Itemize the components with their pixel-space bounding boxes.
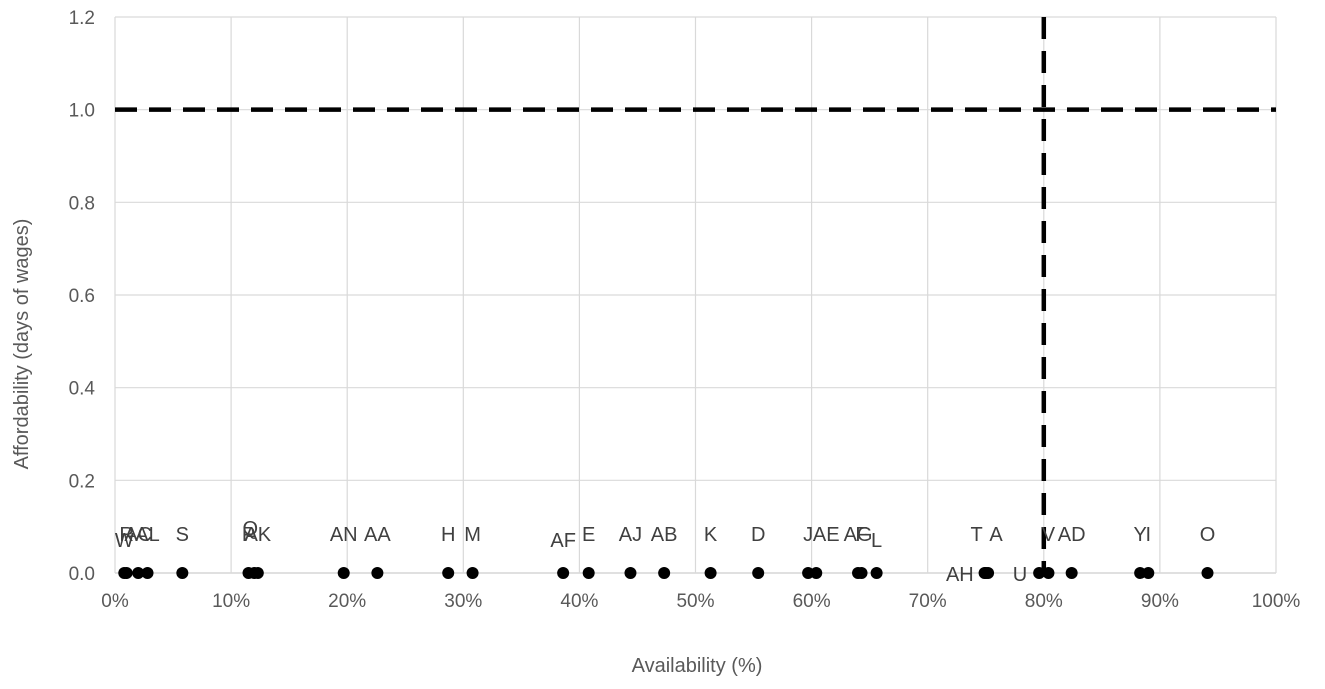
data-point-M (466, 567, 479, 579)
data-point-AD (1065, 567, 1078, 579)
y-tick-label-6: 1.2 (69, 8, 95, 29)
data-point-AB (658, 567, 671, 579)
data-point-U (1033, 567, 1046, 579)
data-point-E (582, 567, 595, 579)
x-tick-label-8: 80% (1025, 591, 1063, 612)
y-tick-label-0: 0.0 (69, 564, 95, 585)
data-label-R: R (119, 524, 133, 546)
data-point-S (176, 567, 189, 579)
data-label-AJ: AJ (619, 524, 642, 546)
data-point-AJ (624, 567, 637, 579)
data-label-K: K (704, 524, 718, 546)
x-tick-label-9: 90% (1141, 591, 1179, 612)
data-label-AG: AG (844, 524, 873, 546)
data-label-H: H (441, 524, 455, 546)
y-axis-title: Affordability (days of wages) (11, 219, 33, 470)
data-label-AC: AC (124, 524, 152, 546)
x-tick-label-10: 100% (1252, 591, 1301, 612)
data-point-I (1142, 567, 1155, 579)
y-tick-label-3: 0.6 (69, 286, 95, 307)
data-point-F (855, 567, 868, 579)
x-tick-label-7: 70% (909, 591, 947, 612)
reference-lines (115, 17, 1276, 573)
x-tick-label-0: 0% (101, 591, 129, 612)
data-label-AB: AB (651, 524, 678, 546)
data-point-AE (810, 567, 823, 579)
data-label-M: M (464, 524, 481, 546)
data-label-AK: AK (244, 524, 271, 546)
data-points (118, 567, 1214, 579)
data-label-A: A (989, 524, 1003, 546)
data-point-D (752, 567, 765, 579)
data-point-L (870, 567, 883, 579)
data-label-Y: Y (1133, 524, 1146, 546)
data-label-AF: AF (550, 530, 576, 552)
data-point-K (704, 567, 717, 579)
y-tick-label-1: 0.2 (69, 471, 95, 492)
data-point-AA (371, 567, 384, 579)
y-tick-label-4: 0.8 (69, 193, 95, 214)
gridlines (114, 16, 1277, 574)
data-point-O (1201, 567, 1214, 579)
data-point-AF (557, 567, 570, 579)
data-label-AL: AL (135, 524, 159, 546)
data-point-AK (251, 567, 264, 579)
x-tick-label-4: 40% (560, 591, 598, 612)
data-label-D: D (751, 524, 765, 546)
data-label-T: T (970, 524, 982, 546)
data-point-H (442, 567, 455, 579)
x-tick-label-1: 10% (212, 591, 250, 612)
data-label-S: S (176, 524, 189, 546)
y-tick-label-5: 1.0 (69, 101, 95, 122)
data-label-AN: AN (330, 524, 358, 546)
data-label-L: L (871, 530, 882, 552)
data-point-AN (337, 567, 350, 579)
data-label-P: P (242, 524, 255, 546)
data-label-W: W (115, 530, 134, 552)
data-point-AC (132, 567, 145, 579)
x-tick-label-3: 30% (444, 591, 482, 612)
data-label-E: E (582, 524, 595, 546)
data-label-V: V (1042, 524, 1056, 546)
data-label-AA: AA (364, 524, 391, 546)
x-tick-label-5: 50% (676, 591, 714, 612)
data-label-O: O (1200, 524, 1216, 546)
x-axis-title: Availability (%) (632, 655, 763, 677)
data-point-AL (141, 567, 154, 579)
data-label-Q: Q (243, 518, 259, 540)
data-label-AH: AH (946, 564, 974, 586)
data-point-V (1042, 567, 1055, 579)
data-point-R (120, 567, 133, 579)
data-label-I: I (1146, 524, 1152, 546)
y-axis-ticks: 0.0 0.2 0.4 0.6 0.8 1.0 1.2 (69, 8, 96, 585)
data-label-AD: AD (1058, 524, 1086, 546)
data-label-J: J (803, 524, 813, 546)
x-axis-ticks: 0% 10% 20% 30% 40% 50% 60% 70% 80% 90% 100% (101, 591, 1300, 612)
x-tick-label-2: 20% (328, 591, 366, 612)
data-point-A (982, 567, 995, 579)
x-tick-label-6: 60% (793, 591, 831, 612)
data-label-U: U (1013, 564, 1027, 586)
data-label-AE: AE (813, 524, 840, 546)
data-label-F: F (855, 524, 867, 546)
y-tick-label-2: 0.4 (69, 379, 96, 400)
